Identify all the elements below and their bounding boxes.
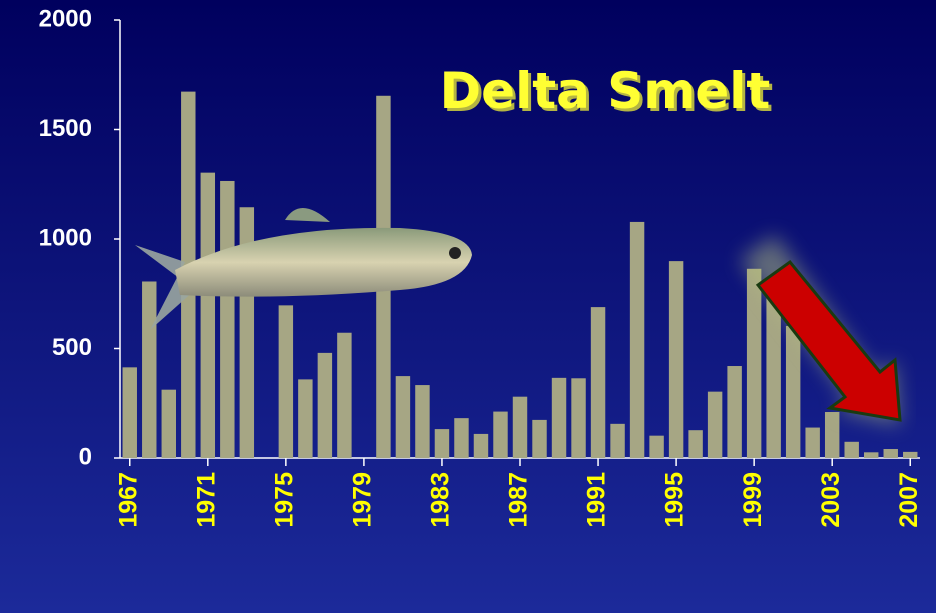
bar [454,418,469,458]
y-tick-label: 1000 [39,224,92,251]
x-tick-label: 1991 [583,472,611,528]
bar [844,441,859,458]
y-tick-label: 0 [79,443,92,470]
bar [785,325,801,458]
x-tick-label: 1999 [739,472,767,528]
bar [727,366,742,458]
bar [415,385,430,458]
x-tick-label: 1975 [270,472,298,528]
bar [864,452,879,458]
bar [610,423,625,458]
bar [317,352,333,458]
bar [395,376,411,458]
bar [688,430,703,458]
bar [551,377,567,458]
bar [903,451,918,458]
bar [493,411,508,458]
x-tick-label: 1967 [114,472,142,528]
bar [707,391,723,458]
bar [161,389,176,458]
bar [668,261,684,458]
bar [629,221,645,458]
bar [766,292,781,458]
bar [805,427,820,458]
y-tick-label: 500 [52,334,92,361]
bar [824,412,840,458]
arrow [740,235,902,425]
bar [571,378,586,458]
bar [746,268,762,458]
x-tick-label: 1971 [192,472,220,528]
y-tick-label: 1500 [39,115,92,142]
bar [532,419,547,458]
x-tick-label: 2007 [895,472,923,528]
bar [220,180,235,458]
bar [278,305,294,458]
x-tick-label: 2003 [817,472,845,528]
bar [590,307,606,458]
x-tick-label: 1979 [349,472,377,528]
chart-title: Delta Smelt [440,62,771,120]
x-tick-label: 1987 [505,472,533,528]
bar [200,172,216,458]
bar [142,281,157,458]
x-tick-label: 1995 [661,472,689,528]
bar [512,396,528,458]
bar [122,367,137,458]
chart-title-shadow: Delta Smelt [443,65,774,123]
fish-illustration [135,207,472,330]
bar [649,435,664,458]
bar [434,429,450,458]
x-tick-label: 1983 [427,472,455,528]
y-tick-label: 2000 [39,5,92,32]
bar [337,332,352,458]
bar [473,433,489,458]
bar [298,379,313,458]
bar [883,449,898,458]
